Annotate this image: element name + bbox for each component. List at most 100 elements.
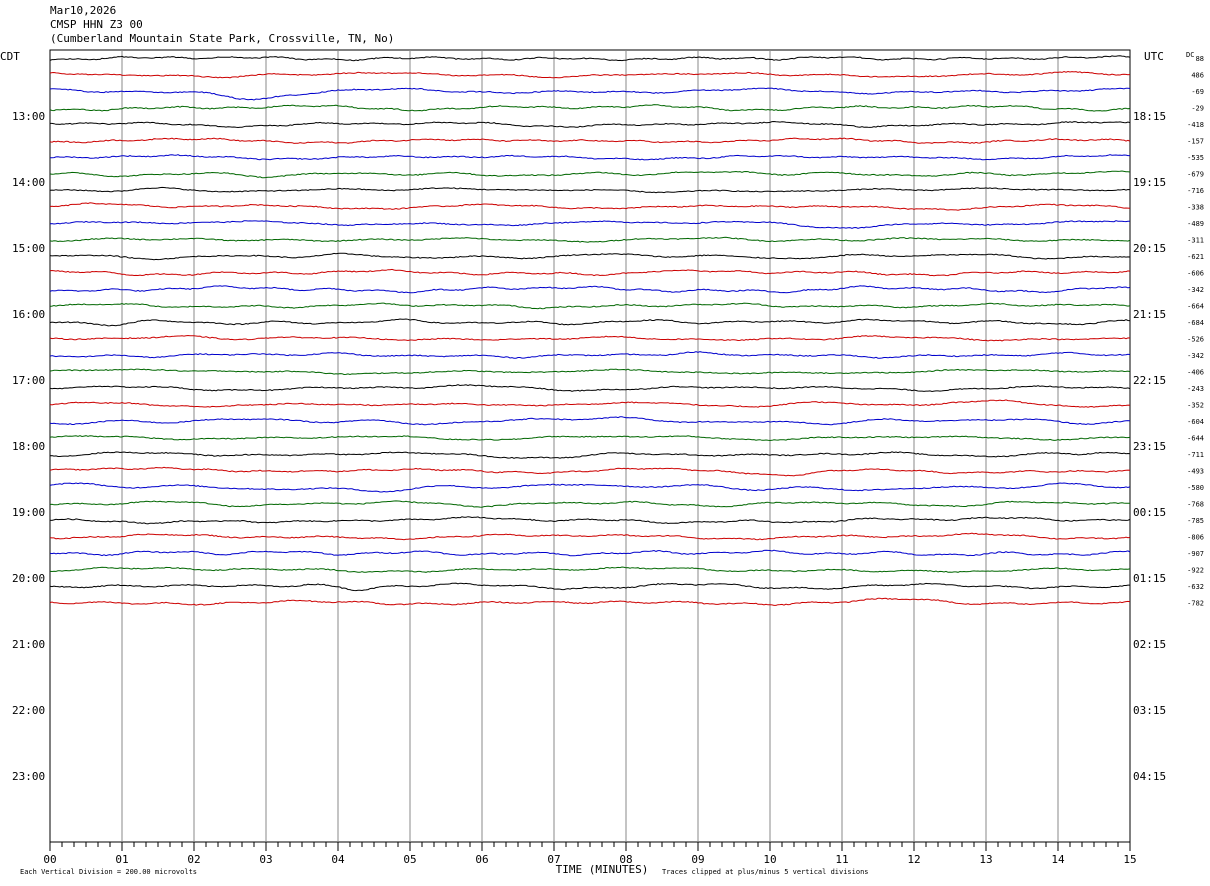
x-tick-label-05: 05 (403, 853, 416, 866)
x-tick-label-15: 15 (1123, 853, 1136, 866)
right-hour-label: 04:15 (1133, 770, 1166, 783)
seismic-trace-29 (49, 516, 1131, 525)
dc-offset-label: -785 (1187, 517, 1204, 525)
seismic-trace-3 (49, 87, 1131, 101)
dc-offset-label: 486 (1191, 71, 1204, 79)
x-tick-label-10: 10 (763, 853, 776, 866)
left-hour-label: 22:00 (12, 704, 45, 717)
left-hour-label: 18:00 (12, 440, 45, 453)
right-hour-label: 21:15 (1133, 308, 1166, 321)
left-hour-label: 23:00 (12, 770, 45, 783)
x-tick-label-06: 06 (475, 853, 488, 866)
scale-note: Each Vertical Division = 200.00 microvol… (20, 868, 197, 876)
seismic-trace-25 (49, 451, 1131, 459)
x-tick-label-07: 07 (547, 853, 560, 866)
dc-offset-label: -782 (1187, 599, 1204, 607)
dc-offset-label: -664 (1187, 302, 1204, 310)
dc-offset-label: -342 (1187, 352, 1204, 360)
x-tick-label-09: 09 (691, 853, 704, 866)
dc-header-label: DC (1186, 51, 1194, 59)
seismic-trace-11 (49, 220, 1131, 229)
left-hour-label: 14:00 (12, 176, 45, 189)
seismic-trace-21 (49, 384, 1131, 393)
seismic-trace-5 (50, 120, 1131, 129)
right-hour-label: 00:15 (1133, 506, 1166, 519)
seismic-trace-27 (49, 482, 1131, 493)
x-tick-label-02: 02 (187, 853, 200, 866)
seismic-trace-33 (49, 582, 1130, 592)
seismic-trace-24 (49, 435, 1131, 442)
seismic-trace-9 (49, 186, 1131, 194)
dc-offset-label: -311 (1187, 236, 1204, 244)
dc-offset-label: -580 (1187, 484, 1204, 492)
right-hour-label: 03:15 (1133, 704, 1166, 717)
dc-offset-label: 88 (1196, 55, 1204, 63)
x-tick-label-14: 14 (1051, 853, 1065, 866)
dc-offset-label: -907 (1187, 550, 1204, 558)
seismic-trace-2 (49, 70, 1131, 79)
dc-offset-label: -604 (1187, 418, 1204, 426)
dc-offset-label: -644 (1187, 434, 1204, 442)
x-tick-label-04: 04 (331, 853, 345, 866)
dc-offset-label: -406 (1187, 368, 1204, 376)
left-timezone-label: CDT (0, 50, 20, 63)
seismic-trace-4 (49, 104, 1131, 112)
seismic-trace-13 (49, 252, 1131, 261)
seismic-trace-30 (49, 532, 1131, 541)
right-hour-label: 20:15 (1133, 242, 1166, 255)
seismic-trace-20 (49, 368, 1131, 376)
seismic-trace-12 (49, 236, 1131, 243)
dc-offset-label: -535 (1187, 154, 1204, 162)
seismic-trace-17 (49, 318, 1131, 327)
dc-offset-label: -69 (1191, 88, 1204, 96)
dc-offset-label: -684 (1187, 319, 1204, 327)
dc-offset-label: -526 (1187, 335, 1204, 343)
right-hour-label: 19:15 (1133, 176, 1166, 189)
seismic-trace-32 (49, 566, 1131, 573)
left-hour-label: 20:00 (12, 572, 45, 585)
dc-offset-label: -243 (1187, 385, 1204, 393)
seismic-trace-14 (49, 268, 1131, 277)
dc-offset-label: -679 (1187, 170, 1204, 178)
dc-offset-label: -338 (1187, 203, 1204, 211)
left-hour-label: 17:00 (12, 374, 45, 387)
dc-offset-label: -493 (1187, 467, 1204, 475)
dc-offset-label: -352 (1187, 401, 1204, 409)
x-tick-label-13: 13 (979, 853, 992, 866)
clip-note: Traces clipped at plus/minus 5 vertical … (662, 868, 869, 876)
dc-offset-label: -606 (1187, 269, 1204, 277)
x-tick-label-03: 03 (259, 853, 272, 866)
seismic-trace-31 (49, 549, 1131, 557)
seismic-trace-23 (49, 416, 1131, 426)
dc-offset-label: -418 (1187, 121, 1204, 129)
seismic-trace-15 (49, 285, 1131, 294)
x-tick-label-11: 11 (835, 853, 848, 866)
dc-offset-label: -621 (1187, 253, 1204, 261)
right-hour-label: 22:15 (1133, 374, 1166, 387)
station-label: CMSP HHN Z3 00 (50, 18, 143, 31)
right-hour-label: 18:15 (1133, 110, 1166, 123)
x-tick-label-08: 08 (619, 853, 632, 866)
location-label: (Cumberland Mountain State Park, Crossvi… (50, 32, 395, 45)
seismic-trace-8 (49, 170, 1131, 179)
dc-offset-label: -806 (1187, 533, 1204, 541)
left-hour-label: 15:00 (12, 242, 45, 255)
x-tick-label-00: 00 (43, 853, 56, 866)
dc-offset-label: -922 (1187, 566, 1204, 574)
seismic-trace-34 (49, 597, 1131, 606)
seismic-trace-6 (49, 137, 1131, 144)
dc-offset-label: -716 (1187, 187, 1204, 195)
seismic-trace-19 (49, 351, 1131, 359)
left-hour-label: 16:00 (12, 308, 45, 321)
dc-offset-label: -711 (1187, 451, 1204, 459)
dc-offset-label: -157 (1187, 137, 1204, 145)
plot-frame (49, 49, 1131, 843)
dc-offset-label: -632 (1187, 583, 1204, 591)
left-hour-label: 13:00 (12, 110, 45, 123)
left-hour-label: 21:00 (12, 638, 45, 651)
right-hour-label: 02:15 (1133, 638, 1166, 651)
seismic-trace-16 (49, 302, 1131, 310)
seismic-trace-1 (49, 55, 1131, 62)
right-hour-label: 23:15 (1133, 440, 1166, 453)
